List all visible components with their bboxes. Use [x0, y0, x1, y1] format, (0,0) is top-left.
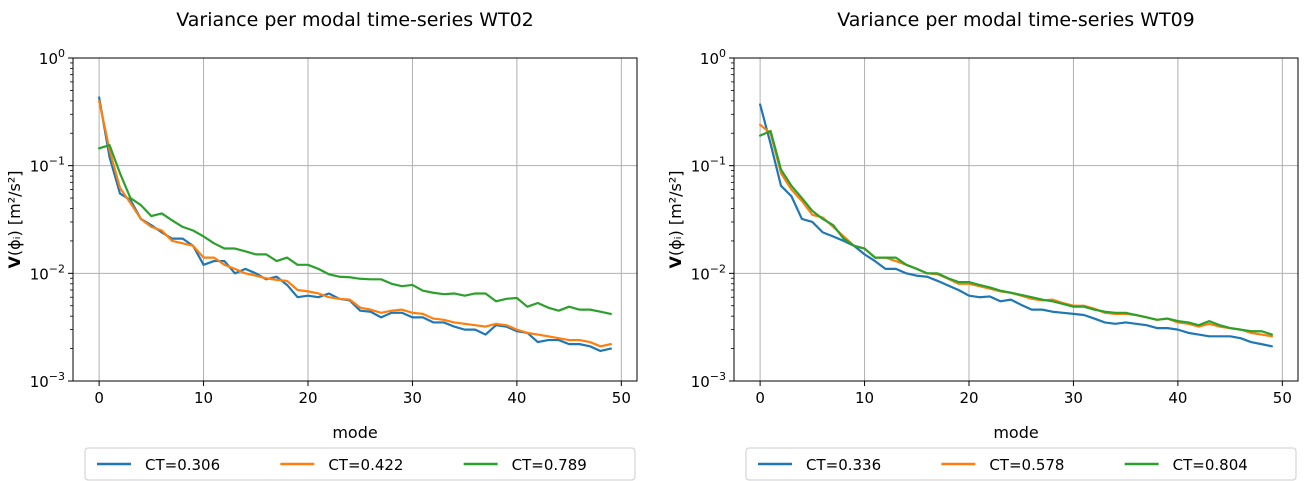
y-axis-label-symbol: V: [666, 256, 685, 269]
y-tick-exponent: −2: [710, 262, 726, 275]
y-tick-label: 100: [39, 47, 65, 68]
y-axis-label: V(ϕᵢ) [m²/s²]: [666, 171, 685, 269]
y-tick-base: 10: [30, 158, 49, 176]
legend: CT=0.306 CT=0.422 CT=0.789: [84, 447, 636, 481]
plot-frame: [72, 57, 638, 382]
x-tick-label: 0: [755, 389, 765, 407]
y-axis-label-text: (ϕᵢ) [m²/s²]: [5, 171, 24, 257]
x-tick-label: 10: [855, 389, 874, 407]
series-line-1: [98, 96, 612, 353]
legend-label-3: CT=0.804: [1173, 456, 1248, 474]
x-tick-label: 40: [507, 389, 526, 407]
y-tick-base: 10: [691, 265, 710, 283]
plot-frame: [733, 57, 1299, 382]
y-tick-label: 100: [700, 47, 726, 68]
x-tick-label: 20: [298, 389, 317, 407]
y-tick-base: 10: [30, 265, 49, 283]
y-tick-exponent: −1: [710, 155, 726, 168]
x-tick-label: 30: [1064, 389, 1083, 407]
x-tick-label: 0: [94, 389, 104, 407]
y-tick-label: 10−2: [30, 262, 65, 283]
legend-label-2: CT=0.422: [328, 456, 403, 474]
x-axis-label: mode: [993, 423, 1038, 442]
series-line-3: [759, 129, 1273, 336]
y-tick-exponent: −3: [710, 370, 726, 383]
legend-label-1: CT=0.336: [806, 456, 881, 474]
x-tick-label: 30: [403, 389, 422, 407]
series-line-1: [759, 103, 1273, 348]
x-tick-label: 50: [1273, 389, 1292, 407]
y-tick-exponent: −3: [49, 370, 65, 383]
y-tick-label: 10−2: [691, 262, 726, 283]
y-tick-base: 10: [691, 158, 710, 176]
y-tick-exponent: −2: [49, 262, 65, 275]
x-tick-label: 40: [1168, 389, 1187, 407]
legend: CT=0.336 CT=0.578 CT=0.804: [745, 447, 1297, 481]
y-tick-label: 10−3: [30, 370, 65, 391]
y-tick-label: 10−3: [691, 370, 726, 391]
series-line-2: [98, 99, 612, 348]
y-tick-exponent: 0: [58, 47, 65, 60]
x-axis-label: mode: [332, 423, 377, 442]
x-tick-label: 10: [194, 389, 213, 407]
y-tick-exponent: −1: [49, 155, 65, 168]
legend-label-2: CT=0.578: [989, 456, 1064, 474]
y-tick-label: 10−1: [30, 155, 65, 176]
legend-label-3: CT=0.789: [512, 456, 587, 474]
y-axis-label-symbol: V: [5, 256, 24, 269]
x-tick-label: 50: [612, 389, 631, 407]
chart-title: Variance per modal time-series WT02: [176, 9, 534, 31]
x-tick-label: 20: [959, 389, 978, 407]
y-tick-base: 10: [30, 373, 49, 391]
y-tick-base: 10: [691, 373, 710, 391]
y-axis-label: V(ϕᵢ) [m²/s²]: [5, 171, 24, 269]
y-axis-label-text: (ϕᵢ) [m²/s²]: [666, 171, 685, 257]
legend-box: [84, 447, 636, 481]
y-tick-exponent: 0: [719, 47, 726, 60]
chart-title: Variance per modal time-series WT09: [837, 9, 1195, 31]
legend-label-1: CT=0.306: [145, 456, 220, 474]
y-tick-base: 10: [39, 50, 58, 68]
y-tick-base: 10: [700, 50, 719, 68]
y-tick-label: 10−1: [691, 155, 726, 176]
series-line-3: [98, 144, 612, 315]
legend-box: [745, 447, 1297, 481]
